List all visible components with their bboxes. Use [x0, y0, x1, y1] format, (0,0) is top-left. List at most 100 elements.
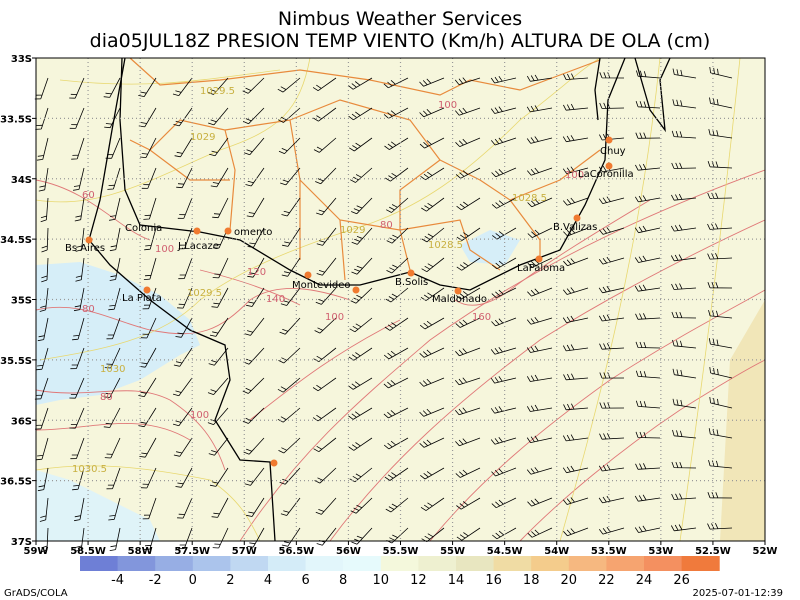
cold-water	[36, 262, 200, 405]
contour-label: 1029	[190, 132, 215, 143]
wind-barb	[634, 525, 661, 533]
contour-label: 100	[155, 244, 174, 255]
wind-barb	[490, 137, 517, 146]
wind-barb	[671, 130, 697, 139]
place-label: LaCoronilla	[578, 169, 634, 180]
wind-barb	[245, 167, 265, 187]
wind-barb	[173, 347, 193, 367]
wind-barb	[385, 167, 409, 182]
wind-barb	[455, 317, 481, 328]
wind-barb	[563, 373, 589, 381]
lon-tick-label: 55.5W	[383, 546, 419, 557]
wind-barb	[492, 227, 517, 240]
place-label: Maldonado	[432, 294, 487, 305]
colorbar-swatch	[568, 556, 607, 571]
wind-barb	[383, 107, 409, 119]
wind-barb	[281, 257, 301, 277]
wind-barb	[70, 347, 85, 370]
lon-tick-label: 53.5W	[591, 546, 627, 557]
city-dot	[352, 286, 360, 294]
city-dot	[573, 214, 581, 222]
wind-barb	[280, 497, 301, 516]
wind-barb	[672, 368, 697, 379]
wind-barb	[38, 167, 49, 192]
wind-barb	[212, 527, 229, 549]
wind-barb	[39, 497, 49, 522]
colorbar-swatch	[117, 556, 156, 571]
wind-barb	[178, 227, 193, 250]
wind-barb	[635, 163, 661, 171]
wind-barb	[562, 135, 589, 143]
city-dot	[605, 136, 613, 144]
wind-barb	[72, 317, 85, 341]
wind-barb	[209, 137, 229, 157]
wind-barb	[419, 107, 445, 118]
wind-barb	[246, 197, 265, 218]
wind-barb	[242, 77, 265, 94]
wind-barb	[242, 377, 265, 394]
wind-barb	[242, 107, 265, 125]
contour-label: 120	[247, 267, 266, 278]
wind-barb	[672, 429, 697, 439]
wind-barb	[280, 287, 301, 306]
wind-barb	[74, 497, 85, 522]
wind-barbs	[34, 66, 733, 553]
place-label: Montevideo	[292, 280, 350, 291]
city-dot	[605, 162, 613, 170]
colorbar-label: 22	[598, 573, 615, 588]
wind-barb	[670, 254, 697, 262]
wind-barb	[207, 407, 229, 425]
wind-barb	[635, 100, 661, 109]
colorbar-swatch	[343, 556, 382, 571]
wind-barb	[420, 287, 445, 301]
wind-barb	[490, 437, 517, 445]
wind-barb	[247, 257, 265, 278]
wind-barb	[671, 193, 697, 201]
wind-barb	[383, 377, 409, 389]
city-dot	[270, 459, 278, 467]
wind-barb	[279, 317, 301, 335]
wind-barb	[419, 347, 445, 358]
contour-label: 80	[100, 392, 113, 403]
wind-barb	[73, 167, 85, 191]
wind-barb	[563, 227, 589, 237]
lat-tick-label: 36S	[11, 416, 32, 427]
wind-barb	[73, 287, 85, 312]
wind-barb	[177, 497, 193, 519]
wind-barb	[635, 313, 661, 320]
city-dot	[143, 286, 151, 294]
wind-barb	[244, 317, 265, 336]
wind-barb	[109, 197, 121, 221]
wind-barb	[599, 343, 625, 350]
lon-tick-label: 58.5W	[70, 546, 106, 557]
contour-label: 60	[82, 190, 95, 201]
wind-barb	[562, 315, 589, 323]
wind-barb	[41, 257, 49, 283]
wind-barb	[420, 467, 445, 480]
wind-barb	[562, 344, 589, 352]
wind-barb	[36, 137, 49, 161]
wind-barb	[312, 407, 337, 422]
wind-barb	[210, 167, 229, 188]
lon-tick-label: 54W	[544, 546, 569, 557]
colorbar-swatch	[192, 556, 231, 571]
wind-barb	[314, 317, 337, 334]
wind-barb	[351, 197, 373, 215]
wind-barb	[599, 102, 625, 109]
wind-barb	[421, 227, 445, 243]
wind-barb	[563, 257, 589, 267]
colorbar-label: 20	[561, 573, 578, 588]
wind-barb	[526, 317, 553, 325]
wind-barb	[315, 497, 337, 515]
wind-barb	[350, 167, 373, 183]
wind-barb	[212, 197, 229, 219]
wind-barb	[139, 437, 157, 458]
wind-barb	[211, 497, 229, 518]
wind-barb	[492, 527, 517, 540]
place-label: B.Solis	[395, 277, 428, 288]
wind-barb	[109, 227, 121, 252]
colorbar-label: 18	[523, 573, 540, 588]
wind-barb	[490, 406, 517, 414]
wind-barb	[599, 372, 625, 379]
wind-barb	[454, 377, 481, 386]
